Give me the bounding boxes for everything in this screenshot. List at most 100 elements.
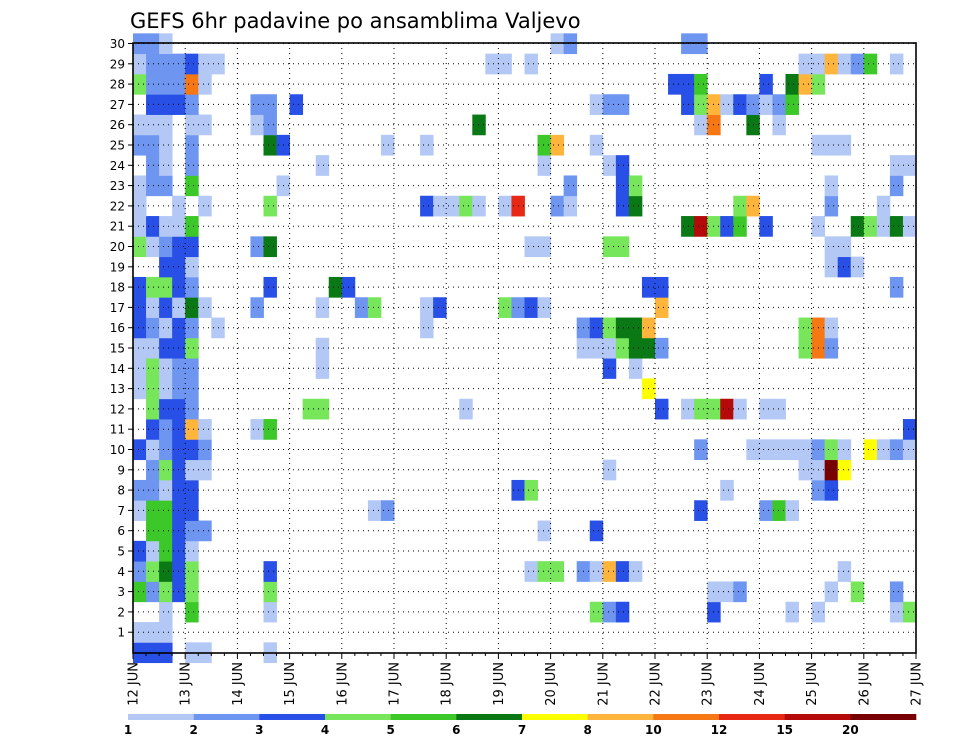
heat-cell (615, 94, 630, 115)
heat-cell (889, 155, 904, 176)
heat-cell (850, 216, 865, 237)
y-tick-label: 7 (117, 504, 125, 518)
y-tick-label: 25 (110, 139, 125, 153)
heat-cell (146, 297, 160, 318)
heat-cell (615, 317, 630, 339)
heat-cell (785, 94, 799, 115)
heat-cell (146, 520, 160, 542)
heat-cell (615, 236, 630, 258)
heat-cell (133, 358, 147, 379)
heat-cell (159, 479, 173, 501)
heat-cell (889, 601, 904, 623)
heat-cell (537, 236, 551, 258)
heat-cell (655, 297, 669, 318)
heat-cell (146, 439, 160, 461)
y-tick-label: 19 (110, 260, 125, 274)
y-tick-label: 3 (117, 585, 125, 599)
heat-cell (185, 317, 199, 339)
heat-cell (133, 500, 147, 521)
heat-cell (733, 195, 747, 217)
y-tick-label: 22 (110, 199, 125, 213)
heat-cell (694, 439, 708, 461)
colorbar-label: 3 (255, 723, 263, 737)
heat-cell (720, 94, 734, 115)
heat-cell (146, 236, 160, 258)
colorbar-segment (390, 714, 457, 720)
heat-cell (759, 500, 773, 521)
y-tick-label: 6 (117, 524, 125, 538)
heat-cell (146, 459, 160, 481)
heat-cell (146, 358, 160, 379)
heat-cell (146, 134, 160, 156)
heat-cell (459, 195, 473, 217)
heat-cell (472, 195, 486, 217)
heat-cell (185, 337, 199, 359)
y-tick-label: 13 (110, 382, 125, 396)
heat-cell (263, 195, 277, 217)
heat-cell (133, 175, 147, 197)
x-tick-label: 20 JUN (544, 662, 559, 706)
heat-cell (185, 601, 199, 623)
colorbar-segment (456, 714, 523, 720)
heat-cell (785, 601, 799, 623)
colorbar-segment (259, 714, 326, 720)
x-tick-label: 14 JUN (231, 662, 246, 706)
heat-cell (185, 276, 199, 298)
heat-cell (681, 216, 695, 237)
heat-cell (694, 94, 708, 115)
heat-cell (446, 195, 460, 217)
heat-cell (185, 256, 199, 278)
heat-cell (850, 256, 865, 278)
heat-cell (159, 439, 173, 461)
heat-cell (420, 317, 434, 339)
heat-cell (602, 94, 617, 115)
heat-cell (615, 195, 630, 217)
heat-cell (159, 53, 173, 75)
chart-title: GEFS 6hr padavine po ansamblima Valjevo (130, 9, 581, 33)
y-tick-label: 29 (110, 57, 125, 71)
heat-cell (837, 256, 852, 278)
heat-cell (628, 317, 643, 339)
heat-cell (772, 398, 786, 420)
heat-cell (185, 500, 199, 521)
heat-cell (146, 378, 160, 400)
heat-cell (159, 419, 173, 440)
heat-cell (185, 236, 199, 258)
heat-cell (146, 73, 160, 95)
x-tick-label: 25 JUN (805, 662, 820, 706)
heat-cell (602, 236, 617, 258)
heat-cell (133, 561, 147, 582)
heat-cell (185, 175, 199, 197)
heat-cell (263, 236, 277, 258)
heat-cell (185, 358, 199, 379)
heat-cell (159, 540, 173, 562)
heat-cell (759, 398, 773, 420)
heat-cell (159, 175, 173, 197)
heat-cell (824, 175, 839, 197)
heat-cell (902, 155, 916, 176)
x-tick-label: 19 JUN (492, 662, 507, 706)
heat-cell (681, 73, 695, 95)
heat-cell (146, 500, 160, 521)
heat-cell (524, 236, 538, 258)
heat-cell (759, 216, 773, 237)
heat-cell (185, 459, 199, 481)
heat-cell (263, 581, 277, 603)
heat-cell (694, 216, 708, 237)
colorbar-segment (128, 714, 194, 720)
heat-cell (185, 439, 199, 461)
heat-cell (850, 53, 865, 75)
heat-cell (902, 216, 916, 237)
heat-cell (185, 378, 199, 400)
heat-cell (250, 297, 264, 318)
heat-cell (837, 459, 852, 481)
heat-cell (759, 439, 773, 461)
heat-cell (589, 317, 604, 339)
heat-cell (146, 540, 160, 562)
heat-cell (537, 561, 551, 582)
heat-cell (263, 94, 277, 115)
heat-cell (146, 419, 160, 440)
heat-cell (315, 155, 330, 176)
